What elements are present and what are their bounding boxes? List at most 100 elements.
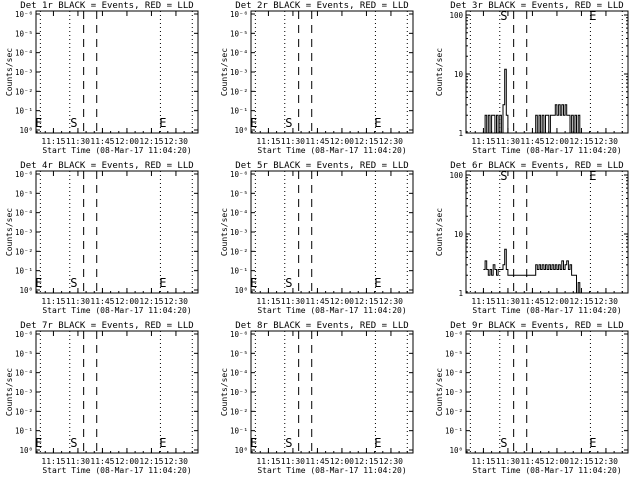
chart-8-marker-e: E	[374, 436, 381, 450]
chart-8-y-tick-label: 10⁻⁵	[230, 349, 248, 358]
chart-3-x-tick-label: 12:00	[545, 137, 569, 146]
chart-7-x-tick-label: 12:15	[139, 457, 163, 466]
chart-1-y-tick-label: 10⁻⁵	[15, 29, 33, 38]
chart-2-y-tick-label: 10⁰	[234, 126, 248, 135]
chart-2-x-tick-label: 12:00	[330, 137, 354, 146]
chart-7-y-tick-label: 10⁻²	[15, 407, 33, 416]
chart-6-y-tick-label: 100	[449, 171, 463, 180]
chart-7-x-tick-label: 12:30	[164, 457, 188, 466]
chart-4-x-tick-label: 12:00	[115, 297, 139, 306]
chart-4-y-tick-label: 10⁻⁴	[15, 209, 33, 218]
chart-3-y-axis-label: Counts/sec	[435, 48, 444, 96]
chart-5-x-tick-label: 12:15	[354, 297, 378, 306]
chart-2-y-tick-label: 10⁻¹	[230, 107, 248, 116]
chart-1-x-tick-label: 12:15	[139, 137, 163, 146]
chart-3-title: Det 3r BLACK = Events, RED = LLD	[450, 1, 623, 11]
chart-8-x-tick-label: 11:30	[281, 457, 305, 466]
chart-8-x-axis-label: Start Time (08-Mar-17 11:04:20)	[257, 466, 406, 475]
chart-6-x-tick-label: 12:15	[569, 297, 593, 306]
chart-9: Det 9r BLACK = Events, RED = LLD 10⁰ 10⁻¹ 1…	[435, 321, 629, 475]
chart-5-plot-frame	[250, 170, 414, 294]
chart-1-x-tick-label: 12:30	[164, 137, 188, 146]
chart-9-y-tick-label: 10⁻⁶	[445, 330, 463, 339]
chart-3-x-tick-label: 12:30	[594, 137, 618, 146]
chart-7-x-tick-label: 12:00	[115, 457, 139, 466]
chart-1-plot-frame	[35, 10, 199, 134]
chart-7-y-tick-label: 10⁻³	[15, 388, 33, 397]
chart-1: Det 1r BLACK = Events, RED = LLD 10⁰ 10⁻¹ 1…	[5, 1, 199, 155]
chart-8-y-tick-label: 10⁻⁶	[230, 330, 248, 339]
chart-6: Det 6r BLACK = Events, RED = LLD 1 10 100 Co…	[435, 161, 629, 315]
chart-3-series-events	[483, 68, 582, 134]
chart-3-marker-s: S	[500, 9, 507, 23]
chart-4-x-axis-label: Start Time (08-Mar-17 11:04:20)	[42, 306, 191, 315]
chart-8-marker-e: E	[250, 436, 257, 450]
chart-7-x-tick-label: 11:45	[90, 457, 114, 466]
chart-7-y-axis-label: Counts/sec	[5, 368, 14, 416]
chart-7-y-tick-label: 10⁰	[19, 446, 33, 455]
chart-7-title: Det 7r BLACK = Events, RED = LLD	[20, 321, 193, 331]
chart-8-marker-s: S	[285, 436, 292, 450]
chart-5-x-tick-label: 11:45	[305, 297, 329, 306]
chart-9-x-tick-label: 11:30	[496, 457, 520, 466]
chart-1-y-tick-label: 10⁻³	[15, 68, 33, 77]
chart-4-title: Det 4r BLACK = Events, RED = LLD	[20, 161, 193, 171]
chart-5-marker-s: S	[285, 276, 292, 290]
chart-2-x-tick-label: 11:30	[281, 137, 305, 146]
chart-7-plot-frame	[35, 330, 199, 454]
chart-3-y-tick-label: 100	[449, 11, 463, 20]
chart-3-y-tick-label: 10	[454, 70, 464, 79]
chart-9-plot-frame	[465, 330, 629, 454]
chart-6-x-tick-label: 12:00	[545, 297, 569, 306]
chart-6-x-tick-label: 12:30	[594, 297, 618, 306]
chart-6-x-tick-label: 11:30	[496, 297, 520, 306]
chart-5-x-axis-label: Start Time (08-Mar-17 11:04:20)	[257, 306, 406, 315]
chart-9-x-tick-label: 11:45	[520, 457, 544, 466]
chart-5-y-tick-label: 10⁻¹	[230, 267, 248, 276]
chart-9-y-tick-label: 10⁻¹	[445, 427, 463, 436]
chart-2-x-tick-label: 12:15	[354, 137, 378, 146]
chart-4-plot-frame	[35, 170, 199, 294]
chart-2-y-tick-label: 10⁻⁶	[230, 10, 248, 19]
chart-4-y-axis-label: Counts/sec	[5, 208, 14, 256]
chart-9-x-tick-label: 12:15	[569, 457, 593, 466]
chart-6-y-axis-label: Counts/sec	[435, 208, 444, 256]
chart-4-x-tick-label: 12:30	[164, 297, 188, 306]
chart-7-y-tick-label: 10⁻⁴	[15, 369, 33, 378]
chart-6-title: Det 6r BLACK = Events, RED = LLD	[450, 161, 623, 171]
chart-6-marker-s: S	[500, 169, 507, 183]
chart-8: Det 8r BLACK = Events, RED = LLD 10⁰ 10⁻¹ 1…	[220, 321, 414, 475]
chart-5-x-tick-label: 11:30	[281, 297, 305, 306]
chart-6-x-tick-label: 11:45	[520, 297, 544, 306]
chart-4-marker-e: E	[35, 276, 42, 290]
chart-7-x-tick-label: 11:30	[66, 457, 90, 466]
chart-5-x-tick-label: 12:00	[330, 297, 354, 306]
chart-4-x-tick-label: 11:45	[90, 297, 114, 306]
chart-3-x-axis-label: Start Time (08-Mar-17 11:04:20)	[472, 146, 621, 155]
chart-8-x-tick-label: 11:15	[256, 457, 280, 466]
chart-2-x-tick-label: 12:30	[379, 137, 403, 146]
chart-9-marker-e: E	[589, 436, 596, 450]
chart-2-plot-frame	[250, 10, 414, 134]
chart-9-y-tick-label: 10⁻²	[445, 407, 463, 416]
chart-5-marker-e: E	[250, 276, 257, 290]
chart-2-y-tick-label: 10⁻³	[230, 68, 248, 77]
chart-1-y-tick-label: 10⁻²	[15, 87, 33, 96]
chart-4-y-tick-label: 10⁻³	[15, 228, 33, 237]
chart-7-y-tick-label: 10⁻¹	[15, 427, 33, 436]
chart-4-y-tick-label: 10⁻¹	[15, 267, 33, 276]
chart-1-y-tick-label: 10⁻⁴	[15, 49, 33, 58]
chart-4-x-tick-label: 11:30	[66, 297, 90, 306]
chart-1-title: Det 1r BLACK = Events, RED = LLD	[20, 1, 193, 11]
chart-8-x-tick-label: 12:00	[330, 457, 354, 466]
chart-3-marker-e: E	[589, 9, 596, 23]
chart-5-y-tick-label: 10⁻³	[230, 228, 248, 237]
chart-1-x-tick-label: 12:00	[115, 137, 139, 146]
chart-7-x-tick-label: 11:15	[41, 457, 65, 466]
chart-3-x-tick-label: 11:30	[496, 137, 520, 146]
chart-6-marker-e: E	[589, 169, 596, 183]
chart-1-marker-e: E	[159, 116, 166, 130]
chart-2-y-axis-label: Counts/sec	[220, 48, 229, 96]
chart-6-series-events	[483, 248, 582, 294]
chart-1-x-tick-label: 11:30	[66, 137, 90, 146]
